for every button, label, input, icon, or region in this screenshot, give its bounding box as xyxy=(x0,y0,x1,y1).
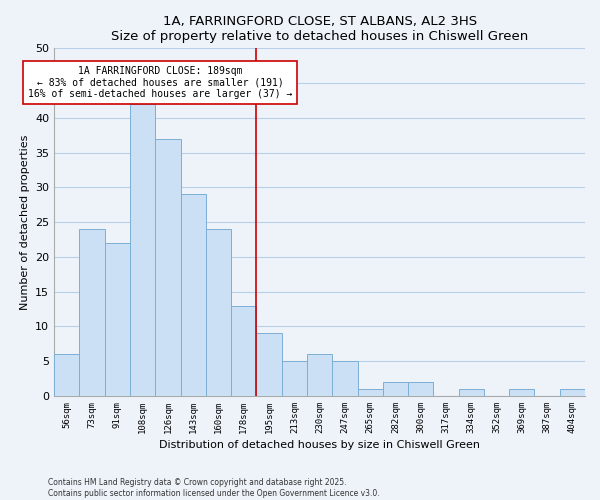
Bar xyxy=(281,361,307,396)
Bar xyxy=(256,334,281,396)
Bar xyxy=(408,382,433,396)
Bar xyxy=(54,354,79,396)
Bar xyxy=(307,354,332,396)
Text: Contains HM Land Registry data © Crown copyright and database right 2025.
Contai: Contains HM Land Registry data © Crown c… xyxy=(48,478,380,498)
X-axis label: Distribution of detached houses by size in Chiswell Green: Distribution of detached houses by size … xyxy=(159,440,480,450)
Y-axis label: Number of detached properties: Number of detached properties xyxy=(20,134,29,310)
Bar xyxy=(206,229,231,396)
Bar xyxy=(458,389,484,396)
Bar xyxy=(105,243,130,396)
Bar xyxy=(130,104,155,396)
Text: 1A FARRINGFORD CLOSE: 189sqm
← 83% of detached houses are smaller (191)
16% of s: 1A FARRINGFORD CLOSE: 189sqm ← 83% of de… xyxy=(28,66,293,99)
Bar xyxy=(155,138,181,396)
Bar xyxy=(332,361,358,396)
Bar xyxy=(181,194,206,396)
Bar xyxy=(358,389,383,396)
Bar xyxy=(560,389,585,396)
Bar xyxy=(231,306,256,396)
Title: 1A, FARRINGFORD CLOSE, ST ALBANS, AL2 3HS
Size of property relative to detached : 1A, FARRINGFORD CLOSE, ST ALBANS, AL2 3H… xyxy=(111,15,528,43)
Bar xyxy=(509,389,535,396)
Bar xyxy=(383,382,408,396)
Bar xyxy=(79,229,105,396)
